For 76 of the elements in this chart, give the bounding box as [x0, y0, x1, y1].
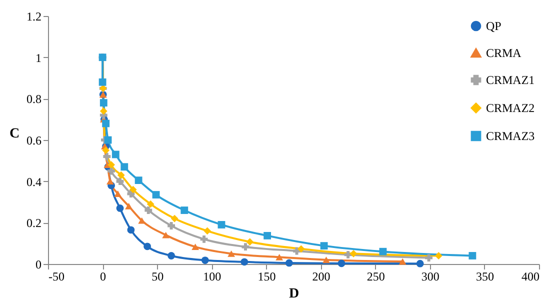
point: [144, 206, 152, 214]
point: [322, 256, 330, 264]
point: [338, 260, 346, 268]
point: [242, 243, 250, 251]
x-tick-label: 350: [476, 270, 494, 284]
point: [108, 161, 115, 169]
point: [200, 235, 208, 243]
point: [192, 244, 200, 250]
y-tick-label: 0.6: [26, 134, 42, 148]
point: [102, 120, 110, 128]
point: [120, 163, 128, 171]
point: [100, 99, 108, 107]
point: [246, 238, 254, 246]
point: [112, 150, 120, 158]
point: [180, 206, 188, 214]
point: [116, 178, 124, 186]
point: [170, 214, 178, 222]
point: [144, 242, 151, 250]
x-axis-title: D: [288, 286, 300, 302]
point: [102, 146, 110, 154]
point: [320, 242, 328, 250]
point: [297, 245, 305, 253]
point: [100, 107, 108, 115]
point: [134, 176, 142, 184]
point: [106, 178, 114, 185]
y-tick-label: 0.2: [26, 216, 42, 230]
point: [344, 250, 352, 258]
point: [114, 190, 122, 197]
y-axis-title: C: [9, 126, 20, 142]
legend-label: CRMAZ3: [486, 129, 535, 143]
x-tick-label: 200: [312, 270, 330, 284]
legend-label: CRMA: [486, 46, 522, 60]
x-tick-label: 150: [258, 270, 276, 284]
x-tick-label: 250: [366, 270, 385, 284]
point: [201, 256, 209, 264]
point: [162, 232, 170, 238]
point: [103, 152, 111, 160]
point: [125, 202, 132, 210]
point: [218, 221, 226, 228]
point: [127, 226, 135, 234]
point: [146, 200, 154, 208]
point: [117, 171, 125, 179]
y-tick-label: 1.2: [26, 10, 42, 24]
y-tick-label: 0.4: [26, 174, 42, 189]
point: [108, 167, 115, 175]
point: [434, 252, 442, 260]
point: [240, 258, 248, 266]
point: [425, 254, 433, 262]
legend-label: QP: [486, 19, 502, 33]
y-tick-label: 0.8: [26, 92, 42, 106]
y-tick-label: 1: [36, 50, 42, 65]
y-tick-label: 0: [36, 258, 42, 272]
point: [468, 252, 476, 260]
x-tick-label: 50: [152, 270, 164, 284]
x-tick-label: 400: [522, 270, 540, 284]
point: [116, 204, 124, 212]
point: [285, 259, 293, 267]
point: [152, 191, 160, 198]
point: [276, 254, 284, 260]
point: [398, 258, 406, 265]
x-tick-label: 100: [203, 270, 222, 284]
legend-label: CRMAZ1: [486, 73, 535, 87]
legend-label: CRMAZ2: [486, 101, 535, 115]
point: [168, 252, 176, 260]
point: [264, 232, 272, 240]
point: [379, 248, 387, 256]
point: [98, 78, 106, 86]
point: [204, 227, 212, 235]
point: [416, 260, 424, 268]
point: [228, 250, 236, 257]
x-tick-label: 300: [421, 270, 440, 284]
point: [350, 250, 358, 258]
point: [129, 186, 137, 194]
point: [168, 222, 176, 230]
x-tick-label: 0: [100, 270, 106, 284]
x-tick-label: -50: [48, 270, 64, 284]
